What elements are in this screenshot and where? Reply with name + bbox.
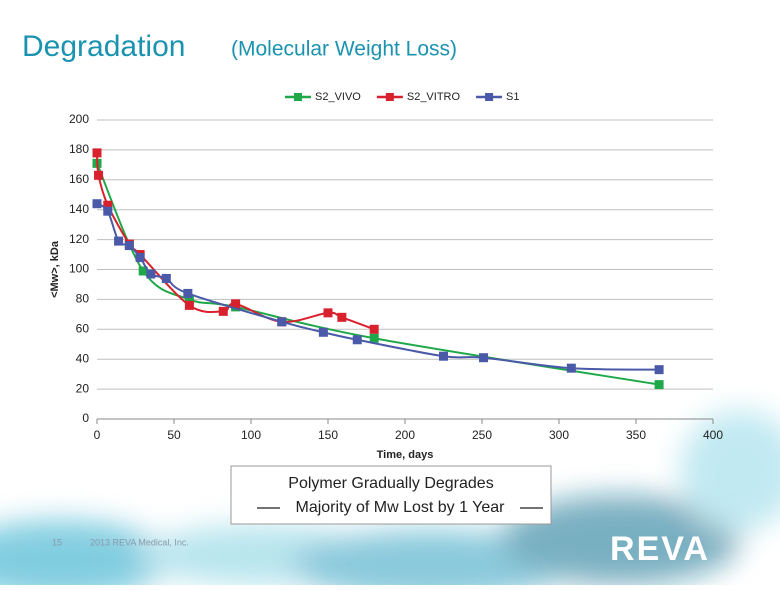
x-axis-label: Time, days	[377, 449, 434, 461]
y-tick-label: 140	[69, 202, 89, 216]
data-point	[92, 199, 102, 209]
y-tick-label: 160	[69, 172, 89, 186]
chart: 0 20 40 60 80 100 120 140 160 180 200 0 50 100 150 200 2…	[49, 91, 723, 461]
data-point	[479, 353, 489, 363]
data-point	[184, 294, 194, 304]
y-tick-label: 200	[69, 112, 89, 126]
data-point	[183, 288, 193, 298]
y-axis-label: <Mw>, kDa	[49, 240, 61, 298]
data-point	[277, 317, 287, 327]
slide-title: Degradation	[22, 30, 185, 63]
y-tick-label: 180	[69, 142, 89, 156]
data-point	[138, 266, 148, 276]
data-point	[94, 170, 104, 180]
data-point	[92, 148, 102, 158]
data-point	[654, 365, 664, 375]
x-tick-label: 300	[549, 428, 569, 442]
legend-marker	[385, 93, 394, 101]
data-point	[184, 300, 194, 310]
x-tick-label: 150	[318, 428, 338, 442]
data-point	[566, 363, 576, 373]
data-point	[114, 236, 124, 246]
data-point	[352, 335, 362, 345]
data-point	[323, 308, 333, 318]
x-tick-label: 250	[472, 428, 492, 442]
data-point	[654, 380, 664, 390]
legend-label: S2_VIVO	[315, 91, 361, 103]
legend-marker	[294, 93, 302, 101]
data-point	[337, 312, 347, 322]
logo: REVA	[610, 530, 710, 568]
page-number: 15	[52, 537, 62, 547]
x-tick-label: 200	[395, 428, 415, 442]
legend-label: S1	[506, 91, 519, 103]
data-point	[135, 253, 145, 263]
watercolor	[0, 410, 780, 590]
x-tick-label: 50	[167, 428, 181, 442]
y-tick-label: 20	[76, 381, 90, 395]
x-tick-label: 0	[94, 428, 101, 442]
data-point	[103, 200, 113, 210]
callout-line: Majority of Mw Lost by 1 Year	[296, 499, 506, 516]
data-point	[369, 333, 379, 343]
legend-entry: S2_VITRO	[376, 91, 461, 103]
callout-line: Polymer Gradually Degrades	[288, 475, 493, 492]
data-point	[318, 327, 328, 337]
y-tick-label: 100	[69, 262, 89, 276]
data-point	[103, 206, 113, 216]
data-point	[124, 241, 134, 251]
legend-entry: S2_VIVO	[285, 91, 361, 103]
data-point	[218, 306, 228, 316]
x-tick-label: 350	[626, 428, 646, 442]
callout-box	[230, 465, 552, 525]
data-point	[369, 324, 379, 334]
slide-subtitle: (Molecular Weight Loss)	[231, 38, 457, 61]
y-tick-label: 120	[69, 232, 89, 246]
legend-label: S2_VITRO	[407, 91, 461, 103]
x-tick-label: 100	[241, 428, 261, 442]
legend-entry: S1	[476, 91, 520, 103]
y-tick-label: 40	[76, 351, 90, 365]
y-tick-label: 60	[76, 321, 90, 335]
data-point	[439, 351, 448, 361]
data-point	[161, 273, 171, 283]
legend-marker	[485, 93, 494, 101]
data-point	[146, 269, 156, 279]
y-tick-label: 0	[82, 411, 89, 425]
y-tick-label: 80	[76, 292, 90, 306]
footer: 2013 REVA Medical, Inc.	[90, 537, 189, 547]
data-point	[231, 299, 241, 309]
x-tick-label: 400	[703, 428, 723, 442]
